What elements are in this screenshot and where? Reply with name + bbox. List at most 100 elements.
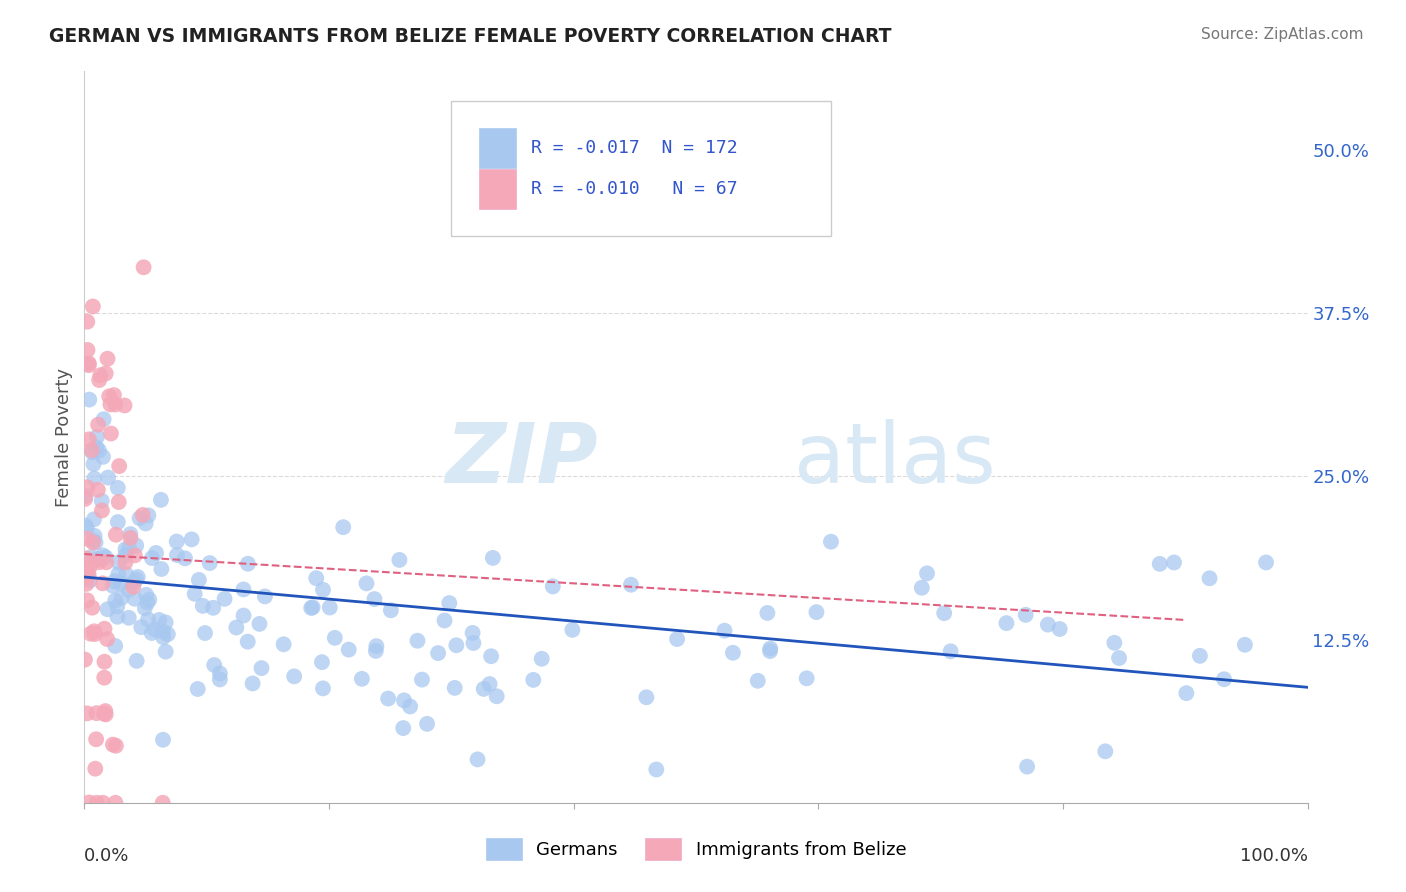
Point (747, 673, 769, 688)
Point (100, 397, 122, 411)
Point (1163, 556, 1185, 570)
Text: 100.0%: 100.0% (1240, 847, 1308, 864)
Point (183, 587, 205, 601)
Point (104, 739, 127, 753)
Point (1049, 622, 1071, 636)
Point (232, 608, 254, 623)
Point (108, 459, 131, 474)
Point (759, 644, 782, 658)
Text: Source: ZipAtlas.com: Source: ZipAtlas.com (1201, 27, 1364, 42)
Point (253, 590, 276, 604)
Point (472, 681, 495, 696)
Point (79, 392, 101, 407)
Point (84, 762, 107, 776)
Point (392, 721, 415, 735)
Point (104, 639, 127, 653)
Point (110, 576, 132, 591)
Point (388, 553, 411, 567)
Point (155, 645, 177, 659)
Point (83, 512, 105, 526)
Point (485, 690, 508, 704)
Point (194, 626, 217, 640)
Point (96, 555, 118, 569)
Point (87, 483, 110, 497)
Point (93, 655, 115, 669)
Point (1188, 648, 1211, 663)
Point (83, 471, 105, 485)
Point (806, 605, 828, 619)
Point (180, 533, 202, 547)
Point (90, 493, 112, 508)
Point (76, 706, 98, 721)
Point (75, 357, 97, 371)
Point (128, 511, 150, 525)
Text: R = -0.017  N = 172: R = -0.017 N = 172 (531, 139, 738, 157)
Point (166, 548, 188, 562)
Point (1175, 686, 1198, 700)
Point (101, 579, 124, 593)
Point (145, 546, 167, 560)
Point (156, 627, 179, 641)
Point (89, 368, 111, 383)
Point (363, 592, 385, 607)
Point (98, 389, 121, 403)
Point (94, 704, 117, 718)
Point (82, 535, 104, 549)
Point (152, 732, 174, 747)
Point (796, 671, 818, 685)
Point (77, 356, 100, 370)
Point (118, 541, 141, 556)
Point (934, 606, 956, 620)
Point (1254, 556, 1277, 570)
Point (94, 367, 117, 381)
Point (463, 636, 485, 650)
Text: atlas: atlas (794, 418, 995, 500)
Point (666, 632, 689, 646)
Point (411, 673, 433, 687)
Point (530, 652, 553, 666)
Point (1014, 607, 1036, 622)
Point (84, 535, 107, 549)
Point (104, 796, 127, 810)
Point (443, 681, 465, 695)
Point (125, 539, 148, 553)
Point (86, 441, 108, 455)
Point (110, 591, 132, 605)
Point (820, 534, 842, 549)
Point (911, 581, 934, 595)
Point (82, 300, 104, 314)
Point (77, 358, 100, 372)
Point (107, 555, 129, 569)
Point (416, 716, 439, 731)
Point (478, 677, 501, 691)
Point (107, 495, 129, 509)
Point (236, 634, 259, 648)
Point (174, 551, 197, 566)
Point (91, 549, 114, 563)
Point (136, 613, 159, 627)
Point (312, 582, 335, 597)
Point (138, 592, 160, 607)
Point (114, 399, 136, 413)
Point (103, 574, 125, 589)
Point (356, 576, 378, 591)
Point (273, 637, 295, 651)
Point (104, 593, 127, 607)
Point (202, 600, 225, 615)
Point (79, 560, 101, 574)
Point (101, 738, 124, 752)
Point (114, 549, 136, 563)
Point (250, 661, 273, 675)
Point (93, 671, 115, 685)
Point (380, 603, 402, 617)
Point (114, 556, 136, 570)
Point (713, 624, 735, 638)
Point (84, 732, 107, 747)
Point (87, 417, 110, 432)
Point (187, 681, 209, 696)
Point (89, 373, 111, 387)
Point (433, 614, 456, 628)
Point (107, 515, 129, 529)
Point (103, 388, 125, 402)
Point (132, 508, 155, 522)
